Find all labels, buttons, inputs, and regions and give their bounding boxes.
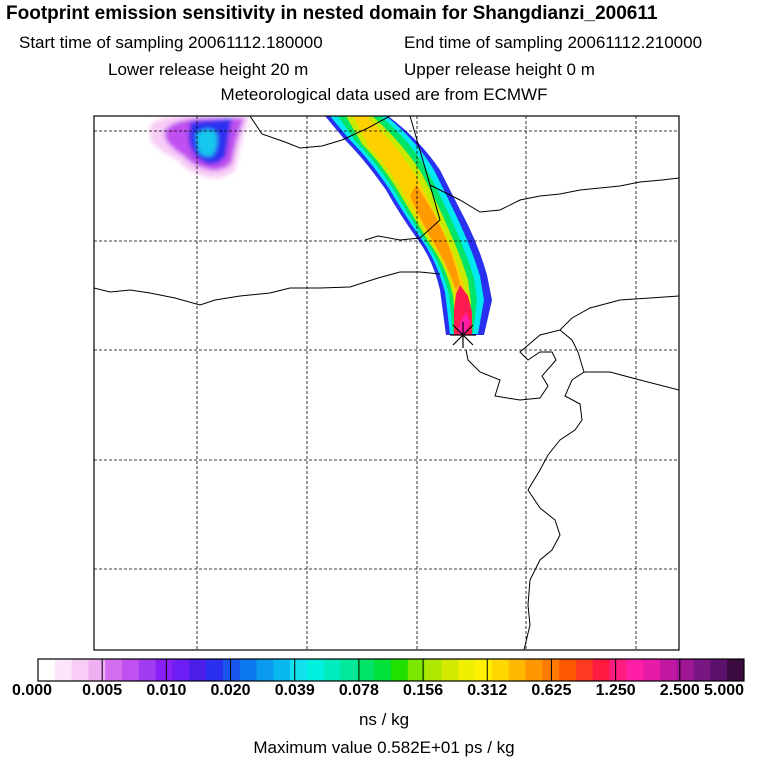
color-scale-tick-label: 1.250 [595,682,636,699]
color-scale-cell [508,659,526,681]
color-scale-cell [575,659,594,681]
release-site-marker [450,322,476,348]
footprint-plume [325,116,492,335]
color-scale-cell [340,659,358,681]
color-scale-cell [357,659,375,681]
color-scale-cell [609,659,627,681]
color-scale-cell [710,659,728,681]
color-scale-cell [643,659,661,681]
upper-release-height: Upper release height 0 m [404,60,595,79]
color-scale-cell [626,659,644,681]
map-frame [93,115,680,651]
color-scale-cell [138,659,157,681]
color-scale-cell [676,659,695,681]
color-scale-cell [122,659,140,681]
color-scale-cell [424,659,442,681]
color-scale-tick-label: 2.500 [659,682,700,699]
sampling-start-time: Start time of sampling 20061112.180000 [19,33,323,52]
map-gridlines [94,116,679,650]
color-scale-cell [88,659,106,681]
color-scale-tick-label: 0.156 [403,682,444,699]
color-scale-cell [475,659,493,681]
plot-title: Footprint emission sensitivity in nested… [6,3,658,24]
color-scale-tick-label: 0.625 [531,682,572,699]
met-data-source: Meteorological data used are from ECMWF [220,85,548,104]
color-scale-tick-label: 0.020 [210,682,251,699]
color-scale-tick-label: 5.000 [703,682,745,699]
color-scale-cell [172,659,190,681]
color-scale-tick-label: 0.078 [338,682,379,699]
color-scale-cell [239,659,258,681]
color-scale-cell [306,659,325,681]
color-scale-cell [659,659,678,681]
color-scale-cell [441,659,459,681]
color-scale-tick-label: 0.005 [82,682,123,699]
color-scale-cell [155,659,173,681]
color-scale-cell [542,659,560,681]
sampling-end-time: End time of sampling 20061112.210000 [404,33,703,52]
color-scale-tick-label: 0.010 [146,682,187,699]
color-scale-tick-label: 0.039 [274,682,315,699]
color-scale-cell [290,659,308,681]
color-scale-cell [592,659,611,681]
color-scale-cell [256,659,274,681]
color-scale-cell [38,659,56,681]
color-scale-cell [222,659,241,681]
color-scale-cell [407,659,426,681]
color-scale-cell [206,659,224,681]
color-scale-cell [54,659,73,681]
lower-release-height: Lower release height 20 m [108,60,309,79]
legend-unit: ns / kg [358,710,410,729]
color-scale-cell [458,659,476,681]
coastlines [94,116,679,650]
color-scale-cell [559,659,577,681]
color-scale-cell [727,659,745,681]
color-scale-cell [105,659,123,681]
maximum-value: Maximum value 0.582E+01 ps / kg [253,738,515,757]
color-scale-tick-label: 0.000 [11,682,53,699]
color-scale-cell [491,659,510,681]
color-scale-cell [189,659,207,681]
color-scale-cell [374,659,392,681]
color-scale-cell [71,659,89,681]
color-scale-tick-label: 0.312 [467,682,508,699]
color-scale-cell [525,659,543,681]
color-scale-cell [391,659,409,681]
color-scale-cell [323,659,342,681]
color-scale-cell [693,659,711,681]
color-scale-cell [273,659,291,681]
